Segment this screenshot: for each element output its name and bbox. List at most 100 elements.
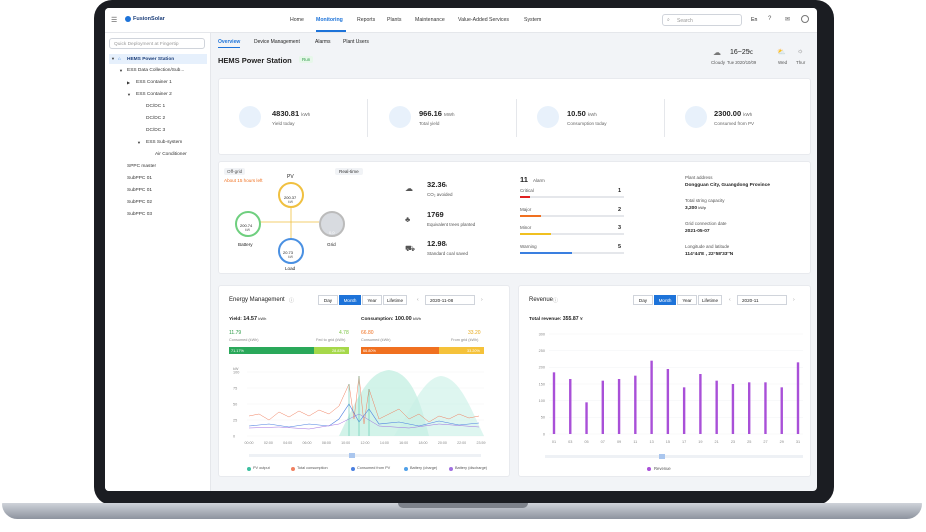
energy-date-picker[interactable]: 2020-11-08 — [425, 295, 475, 305]
x-tick-label: 19 — [698, 440, 702, 444]
energy-day-button[interactable]: Day — [318, 295, 338, 305]
y-tick-label: 150 — [539, 382, 545, 386]
load-node[interactable] — [278, 238, 304, 264]
y-tick-label: 50 — [233, 402, 237, 406]
tree-item-subppc[interactable]: SubPPC 02 — [127, 200, 153, 205]
legend-dot — [247, 467, 251, 471]
revenue-bar — [601, 380, 604, 434]
tree-item-ess-container-1[interactable]: ESS Container 1 — [136, 80, 172, 85]
sidebar-search-input[interactable]: Quick Deployment at Fingertip — [109, 38, 205, 49]
x-tick-label: 13 — [649, 440, 653, 444]
nav-system[interactable]: System — [524, 17, 542, 23]
weather-wed: Wed — [778, 60, 788, 65]
nav-maintenance[interactable]: Maintenance — [415, 17, 445, 23]
info-icon[interactable]: ⓘ — [553, 298, 559, 304]
tree-expand-icon[interactable]: ▼ — [137, 140, 141, 145]
tree-item-ess-container-2[interactable]: ESS Container 2 — [136, 92, 172, 97]
user-avatar[interactable] — [801, 15, 809, 23]
lat-lon-value: 114°44′E , 22°58′33′′N — [685, 252, 734, 257]
prev-icon[interactable]: ‹ — [729, 297, 731, 303]
energy-year-button[interactable]: Year — [362, 295, 382, 305]
y-tick-label: 0 — [543, 432, 545, 436]
x-tick-label: 25 — [747, 440, 751, 444]
cons-split-bar-yellow: 33.20% — [439, 347, 484, 354]
co2-value: 32.36t — [427, 180, 447, 189]
alarm-label: Alarm — [533, 178, 545, 183]
tree-item-subppc[interactable]: SubPPC 03 — [127, 212, 153, 217]
legend-dot — [351, 467, 355, 471]
tab-device-management[interactable]: Device Management — [254, 39, 300, 45]
legend-label[interactable]: Consumed from PV — [357, 466, 391, 470]
tab-plant-users[interactable]: Plant Users — [343, 39, 369, 45]
tree-expand-icon[interactable]: ▼ — [127, 92, 131, 97]
tree-item-hems-power-station[interactable]: HEMS Power Station — [109, 54, 207, 64]
tab-overview[interactable]: Overview — [218, 39, 241, 45]
legend-label[interactable]: PV output — [253, 466, 270, 470]
menu-icon[interactable]: ☰ — [111, 17, 118, 24]
tree-expand-icon[interactable]: ▶ — [127, 80, 131, 85]
nav-value-added-services[interactable]: Value-Added Services — [458, 17, 509, 23]
prev-icon[interactable]: ‹ — [417, 297, 419, 303]
alarm-count-value: 2 — [618, 206, 622, 213]
kpi-label: Total yield — [419, 121, 440, 126]
x-tick-label: 29 — [780, 440, 784, 444]
nav-reports[interactable]: Reports — [357, 17, 376, 23]
tree-expand-icon[interactable]: ▼ — [119, 68, 123, 73]
pv-node[interactable] — [278, 182, 304, 208]
message-icon[interactable]: ✉ — [785, 17, 791, 23]
load-value: 20.73 — [283, 250, 294, 255]
fed-value: 4.78 — [339, 330, 349, 336]
nav-home[interactable]: Home — [290, 17, 304, 23]
grid-label: Grid — [327, 242, 336, 247]
legend-label[interactable]: Total consumption — [297, 466, 328, 470]
tree-item-ess-data-collection[interactable]: ESS Data Collection/Sub... — [127, 68, 185, 73]
x-tick-label: 31 — [796, 440, 800, 444]
battery-node[interactable] — [235, 211, 261, 237]
x-ticks: 00:00 02:00 04:00 06:00 08:00 10:00 12:00 14:00… — [245, 441, 486, 445]
tree-item-subppc[interactable]: SubPPC 01 — [127, 188, 153, 193]
next-icon[interactable]: › — [793, 297, 795, 303]
tab-alarms[interactable]: Alarms — [315, 39, 331, 45]
legend-label[interactable]: Battery (charge) — [410, 466, 438, 470]
next-icon[interactable]: › — [481, 297, 483, 303]
revenue-bar — [634, 375, 637, 434]
divider — [664, 99, 665, 137]
tree-item-air-conditioner[interactable]: Air Conditioner — [155, 152, 187, 157]
info-icon[interactable]: ⓘ — [289, 298, 295, 304]
search-input[interactable]: Search — [662, 14, 742, 26]
revenue-lifetime-button[interactable]: Lifetime — [698, 295, 722, 305]
weather-thur: Thur — [796, 60, 806, 65]
tree-item-sppc-master[interactable]: SPPC master — [127, 164, 157, 169]
tree-item-subppc[interactable]: SubPPC 01 — [127, 176, 153, 181]
y-tick-label: 200 — [539, 366, 545, 370]
revenue-year-button[interactable]: Year — [677, 295, 697, 305]
grid-date-label: Grid connection date — [685, 221, 727, 226]
help-icon[interactable]: ? — [768, 16, 772, 22]
nav-plants[interactable]: Plants — [387, 17, 402, 23]
nav-monitoring[interactable]: Monitoring — [316, 17, 343, 23]
grid-node[interactable] — [319, 211, 345, 237]
tree-item-dcdc-2[interactable]: DC/DC 2 — [146, 116, 166, 121]
energy-chart: kW 100 75 50 25 0 00:00 02:00 04:00 06:00 08:00 1… — [233, 367, 486, 458]
tree-item-dcdc-1[interactable]: DC/DC 1 — [146, 104, 166, 109]
zoom-scrollbar — [545, 455, 803, 458]
realtime-toggle[interactable]: Real-time — [335, 168, 363, 175]
pv-area-2 — [394, 376, 484, 436]
bars — [552, 360, 800, 434]
y-tick-label: 250 — [539, 349, 545, 353]
language-switch[interactable]: En — [751, 17, 758, 23]
alarm-count-value: 5 — [618, 243, 622, 250]
revenue-day-button[interactable]: Day — [633, 295, 653, 305]
tree-item-ess-sub-system[interactable]: ESS Sub-system — [146, 140, 183, 145]
laptop-base — [2, 503, 922, 519]
energy-month-button[interactable]: Month — [339, 295, 361, 305]
revenue-date-picker[interactable]: 2020-11 — [737, 295, 787, 305]
revenue-chart: 300 250 200 150 100 50 0 01 03 05 07 09 11 13 15 17 19 2… — [539, 332, 803, 459]
co2-label: CO₂ avoided — [427, 192, 453, 197]
tree-item-dcdc-3[interactable]: DC/DC 3 — [146, 128, 166, 133]
revenue-month-button[interactable]: Month — [654, 295, 676, 305]
consumed-value: 11.79 — [229, 330, 242, 336]
legend-label[interactable]: Battery (discharge) — [455, 466, 488, 470]
energy-lifetime-button[interactable]: Lifetime — [383, 295, 407, 305]
tree-expand-icon[interactable]: ▼ — [111, 56, 115, 61]
